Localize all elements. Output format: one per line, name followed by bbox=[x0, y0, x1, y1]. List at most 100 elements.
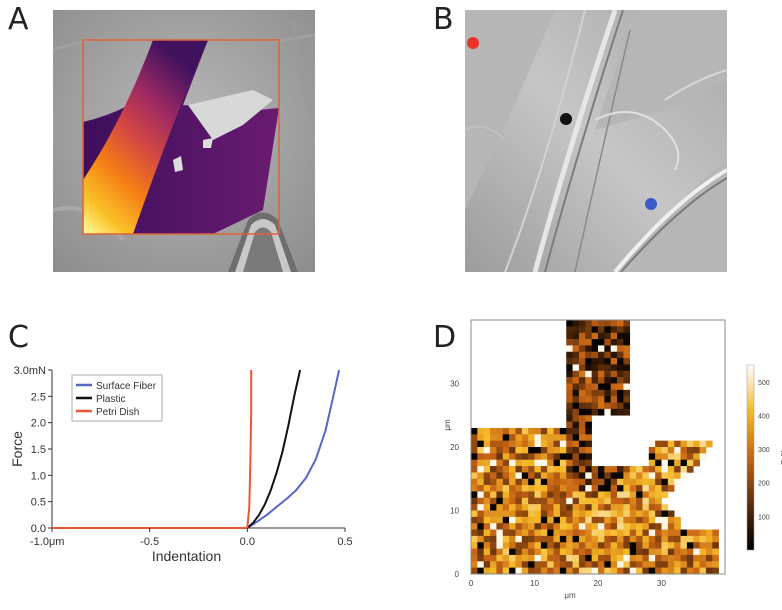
heatmap-cell bbox=[578, 548, 586, 556]
heatmap-cell bbox=[623, 535, 631, 543]
heatmap-cell bbox=[490, 497, 497, 505]
heatmap-cell bbox=[559, 440, 567, 448]
heatmap-cell bbox=[483, 516, 491, 524]
heatmap-cell bbox=[598, 497, 605, 505]
heatmap-cell bbox=[629, 548, 637, 556]
heatmap-cell bbox=[540, 567, 548, 575]
heatmap-cell bbox=[642, 561, 650, 568]
colorbar-tick-label: 500 bbox=[758, 380, 770, 387]
heatmap-cell bbox=[496, 510, 504, 518]
heatmap-cell bbox=[655, 472, 662, 480]
heatmap-cell bbox=[604, 504, 611, 511]
heatmap-cell bbox=[483, 440, 491, 448]
heatmap-cell bbox=[502, 542, 510, 549]
heatmap-cell bbox=[572, 364, 580, 372]
x-tick-label: 0.0 bbox=[240, 536, 255, 548]
heatmap-cell bbox=[477, 542, 484, 549]
heatmap-cell bbox=[572, 440, 580, 448]
heatmap-cell bbox=[540, 434, 548, 441]
heatmap-cell bbox=[617, 332, 624, 340]
heatmap-cell bbox=[699, 542, 707, 549]
heatmap-cell bbox=[496, 427, 504, 435]
heatmap-cell bbox=[496, 434, 504, 441]
heatmap-cell bbox=[521, 440, 529, 448]
heatmap-cell bbox=[553, 523, 561, 530]
heatmap-cell bbox=[509, 472, 516, 480]
heatmap-cell bbox=[578, 326, 586, 333]
heatmap-cell bbox=[686, 440, 694, 448]
heatmap-cell bbox=[483, 529, 491, 537]
heatmap-cell bbox=[623, 510, 631, 518]
heatmap-cell bbox=[553, 529, 561, 537]
heatmap-cell bbox=[655, 453, 662, 460]
heatmap-cell bbox=[598, 472, 605, 480]
heatmap-cell bbox=[490, 529, 497, 537]
heatmap-cell bbox=[648, 516, 656, 524]
heatmap-cell bbox=[559, 459, 567, 467]
heatmap-cell bbox=[509, 447, 516, 454]
heatmap-cell bbox=[572, 485, 580, 492]
heatmap-cell bbox=[553, 548, 561, 556]
heatmap-cell bbox=[534, 529, 542, 537]
heatmap-cell bbox=[483, 447, 491, 454]
heatmap-cell bbox=[629, 542, 637, 549]
heatmap-cell bbox=[617, 542, 624, 549]
heatmap-cell bbox=[553, 504, 561, 511]
heatmap-cell bbox=[591, 497, 599, 505]
heatmap-cell bbox=[604, 370, 611, 378]
heatmap-cell bbox=[528, 440, 535, 448]
heatmap-cell bbox=[578, 491, 586, 499]
heatmap-cell bbox=[502, 427, 510, 435]
heatmap-cell bbox=[566, 497, 573, 505]
heatmap-cell bbox=[502, 561, 510, 568]
heatmap-cell bbox=[540, 478, 548, 486]
heatmap-cell bbox=[515, 542, 523, 549]
heatmap-cell bbox=[534, 510, 542, 518]
heatmap-cell bbox=[534, 542, 542, 549]
heatmap-cell bbox=[471, 478, 478, 486]
heatmap-cell bbox=[534, 516, 542, 524]
heatmap-cell bbox=[566, 516, 573, 524]
heatmap-cell bbox=[648, 491, 656, 499]
heatmap-cell bbox=[490, 561, 497, 568]
heatmap-cell bbox=[534, 561, 542, 568]
heatmap-cell bbox=[578, 466, 586, 473]
heatmap-cell bbox=[598, 478, 605, 486]
heatmap-cell bbox=[693, 447, 700, 454]
heatmap-cell bbox=[642, 478, 650, 486]
heatmap-cell bbox=[598, 402, 605, 410]
heatmap-cell bbox=[566, 567, 573, 575]
heatmap-cell bbox=[540, 447, 548, 454]
heatmap-cell bbox=[661, 548, 669, 556]
heatmap-cell bbox=[540, 504, 548, 511]
heatmap-cell bbox=[661, 440, 669, 448]
heatmap-cell bbox=[477, 472, 484, 480]
heatmap-cell bbox=[598, 358, 605, 365]
heatmap-cell bbox=[623, 370, 631, 378]
heatmap-cell bbox=[515, 434, 523, 441]
heatmap-cell bbox=[547, 497, 554, 505]
heatmap-cell bbox=[528, 561, 535, 568]
heatmap-cell bbox=[566, 383, 573, 391]
heatmap-cell bbox=[648, 466, 656, 473]
heatmap-cell bbox=[686, 466, 694, 473]
heatmap-cell bbox=[515, 561, 523, 568]
heatmap-cell bbox=[655, 485, 662, 492]
heatmap-cell bbox=[674, 516, 681, 524]
heatmap-cell bbox=[604, 339, 611, 346]
heatmap-cell bbox=[547, 491, 554, 499]
heatmap-cell bbox=[629, 491, 637, 499]
heatmap-cell bbox=[521, 466, 529, 473]
heatmap-cell bbox=[528, 567, 535, 575]
heatmap-cell bbox=[578, 529, 586, 537]
heatmap-cell bbox=[471, 523, 478, 530]
heatmap-cell bbox=[515, 459, 523, 467]
heatmap-cell bbox=[572, 332, 580, 340]
heatmap-cell bbox=[604, 332, 611, 340]
heatmap-cell bbox=[629, 523, 637, 530]
heatmap-cell bbox=[534, 440, 542, 448]
heatmap-cell bbox=[471, 434, 478, 441]
heatmap-cell bbox=[623, 345, 631, 353]
heatmap-cell bbox=[490, 542, 497, 549]
heatmap-cell bbox=[547, 567, 554, 575]
